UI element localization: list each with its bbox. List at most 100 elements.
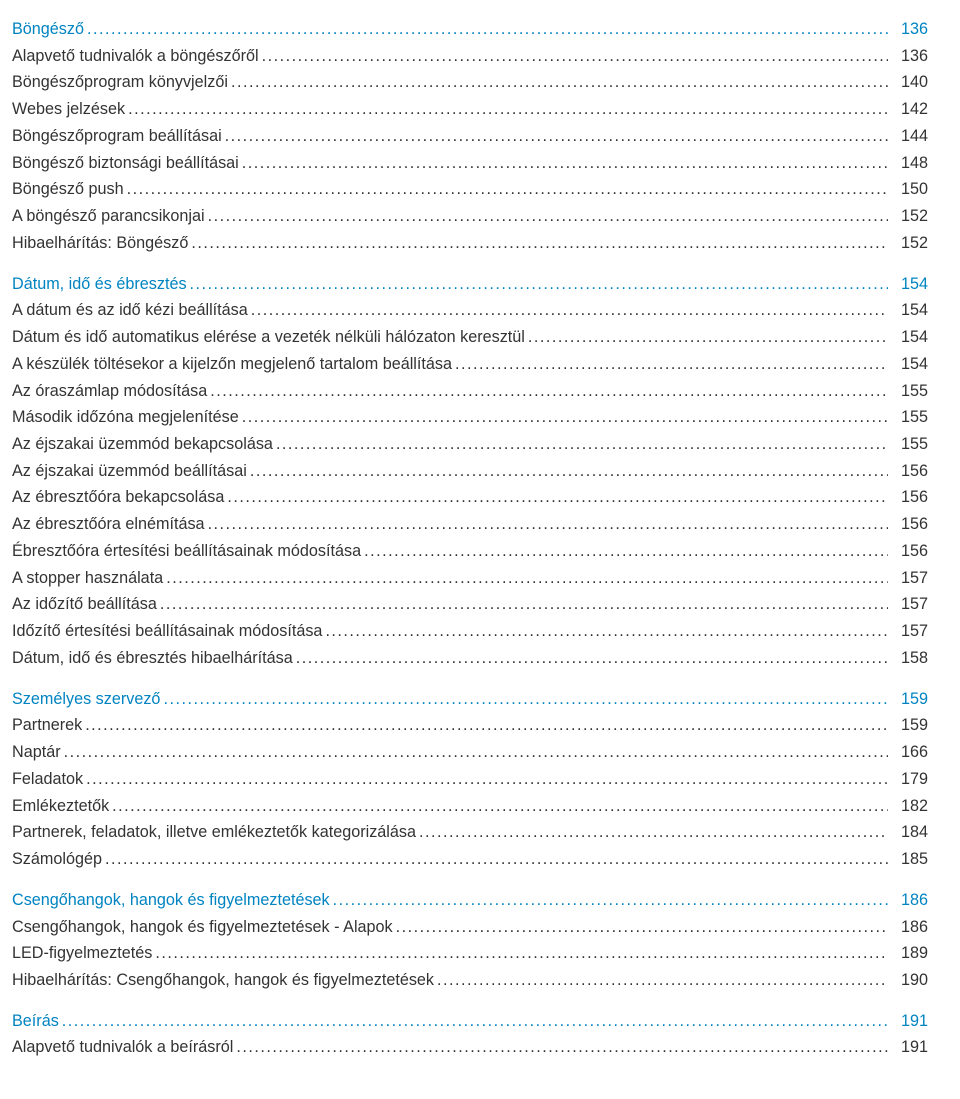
toc-heading-title: Beírás	[12, 1008, 59, 1035]
toc-entry-row[interactable]: Feladatok...............................…	[12, 766, 928, 793]
toc-entry-title: Naptár	[12, 739, 61, 766]
toc-entry-title: Partnerek	[12, 712, 82, 739]
toc-heading-row[interactable]: Dátum, idő és ébresztés.................…	[12, 271, 928, 298]
toc-entry-page: 136	[888, 43, 928, 70]
toc-entry-row[interactable]: Csengőhangok, hangok és figyelmeztetések…	[12, 914, 928, 941]
toc-heading-title: Dátum, idő és ébresztés	[12, 271, 187, 298]
toc-leader-dots: ........................................…	[124, 176, 888, 203]
toc-entry-title: LED-figyelmeztetés	[12, 940, 152, 967]
toc-entry-row[interactable]: Az óraszámlap módosítása................…	[12, 378, 928, 405]
toc-entry-row[interactable]: Hibaelhárítás: Csengőhangok, hangok és f…	[12, 967, 928, 994]
toc-entry-row[interactable]: Böngésző biztonsági beállításai.........…	[12, 150, 928, 177]
toc-heading-row[interactable]: Beírás..................................…	[12, 1008, 928, 1035]
toc-heading-page: 186	[888, 887, 928, 914]
toc-entry-page: 152	[888, 230, 928, 257]
toc-leader-dots: ........................................…	[224, 484, 888, 511]
toc-entry-row[interactable]: Alapvető tudnivalók a böngészőről.......…	[12, 43, 928, 70]
toc-leader-dots: ........................................…	[205, 203, 888, 230]
toc-entry-row[interactable]: LED-figyelmeztetés......................…	[12, 940, 928, 967]
toc-entry-page: 148	[888, 150, 928, 177]
toc-entry-title: Böngészőprogram könyvjelzői	[12, 69, 228, 96]
toc-leader-dots: ........................................…	[525, 324, 888, 351]
toc-entry-title: Dátum és idő automatikus elérése a vezet…	[12, 324, 525, 351]
toc-entry-row[interactable]: Második időzóna megjelenítése...........…	[12, 404, 928, 431]
toc-entry-row[interactable]: Az éjszakai üzemmód bekapcsolása........…	[12, 431, 928, 458]
toc-entry-row[interactable]: Alapvető tudnivalók a beírásról.........…	[12, 1034, 928, 1061]
toc-entry-page: 157	[888, 565, 928, 592]
toc-entry-title: Alapvető tudnivalók a böngészőről	[12, 43, 259, 70]
toc-leader-dots: ........................................…	[157, 591, 888, 618]
toc-entry-page: 190	[888, 967, 928, 994]
toc-leader-dots: ........................................…	[228, 69, 888, 96]
toc-entry-row[interactable]: Időzítő értesítési beállításainak módosí…	[12, 618, 928, 645]
toc-entry-title: Alapvető tudnivalók a beírásról	[12, 1034, 233, 1061]
toc-entry-row[interactable]: Hibaelhárítás: Böngésző.................…	[12, 230, 928, 257]
toc-entry-page: 155	[888, 404, 928, 431]
toc-entry-row[interactable]: Partnerek, feladatok, illetve emlékeztet…	[12, 819, 928, 846]
toc-heading-row[interactable]: Böngésző................................…	[12, 16, 928, 43]
toc-leader-dots: ........................................…	[205, 511, 888, 538]
toc-leader-dots: ........................................…	[248, 297, 888, 324]
toc-entry-title: Böngésző biztonsági beállításai	[12, 150, 239, 177]
toc-entry-page: 182	[888, 793, 928, 820]
toc-page: Böngésző................................…	[0, 0, 960, 1099]
toc-entry-page: 154	[888, 324, 928, 351]
toc-entry-row[interactable]: Böngészőprogram beállításai.............…	[12, 123, 928, 150]
toc-entry-row[interactable]: A készülék töltésekor a kijelzőn megjele…	[12, 351, 928, 378]
toc-entry-row[interactable]: Böngészőprogram könyvjelzői.............…	[12, 69, 928, 96]
toc-entry-title: Második időzóna megjelenítése	[12, 404, 239, 431]
toc-entry-row[interactable]: A stopper használata....................…	[12, 565, 928, 592]
toc-entry-row[interactable]: Ébresztőóra értesítési beállításainak mó…	[12, 538, 928, 565]
toc-leader-dots: ........................................…	[247, 458, 888, 485]
toc-section: Csengőhangok, hangok és figyelmeztetések…	[12, 887, 928, 994]
toc-entry-title: Ébresztőóra értesítési beállításainak mó…	[12, 538, 361, 565]
toc-entry-title: Az éjszakai üzemmód bekapcsolása	[12, 431, 273, 458]
toc-leader-dots: ........................................…	[187, 271, 888, 298]
toc-entry-page: 156	[888, 511, 928, 538]
toc-entry-row[interactable]: Dátum és idő automatikus elérése a vezet…	[12, 324, 928, 351]
toc-leader-dots: ........................................…	[452, 351, 888, 378]
toc-section: Dátum, idő és ébresztés.................…	[12, 271, 928, 672]
toc-entry-row[interactable]: Webes jelzések..........................…	[12, 96, 928, 123]
toc-leader-dots: ........................................…	[273, 431, 888, 458]
toc-heading-row[interactable]: Csengőhangok, hangok és figyelmeztetések…	[12, 887, 928, 914]
toc-entry-title: Böngésző push	[12, 176, 124, 203]
toc-section: Beírás..................................…	[12, 1008, 928, 1061]
toc-entry-row[interactable]: Az éjszakai üzemmód beállításai.........…	[12, 458, 928, 485]
toc-entry-row[interactable]: Naptár..................................…	[12, 739, 928, 766]
toc-heading-page: 136	[888, 16, 928, 43]
toc-entry-page: 155	[888, 431, 928, 458]
toc-leader-dots: ........................................…	[160, 686, 888, 713]
toc-entry-title: Az ébresztőóra elnémítása	[12, 511, 205, 538]
toc-leader-dots: ........................................…	[83, 766, 888, 793]
toc-entry-page: 186	[888, 914, 928, 941]
toc-entry-row[interactable]: Böngésző push...........................…	[12, 176, 928, 203]
toc-entry-page: 158	[888, 645, 928, 672]
toc-entry-title: Feladatok	[12, 766, 83, 793]
toc-entry-title: Webes jelzések	[12, 96, 125, 123]
toc-entry-row[interactable]: Az időzítő beállítása...................…	[12, 591, 928, 618]
toc-entry-row[interactable]: A dátum és az idő kézi beállítása.......…	[12, 297, 928, 324]
toc-leader-dots: ........................................…	[152, 940, 888, 967]
toc-leader-dots: ........................................…	[222, 123, 888, 150]
toc-entry-page: 152	[888, 203, 928, 230]
toc-leader-dots: ........................................…	[207, 378, 888, 405]
toc-entry-title: A készülék töltésekor a kijelzőn megjele…	[12, 351, 452, 378]
toc-entry-title: Az ébresztőóra bekapcsolása	[12, 484, 224, 511]
toc-entry-row[interactable]: Számológép..............................…	[12, 846, 928, 873]
toc-entry-row[interactable]: A böngésző parancsikonjai...............…	[12, 203, 928, 230]
toc-leader-dots: ........................................…	[84, 16, 888, 43]
toc-section: Személyes szervező......................…	[12, 686, 928, 873]
toc-leader-dots: ........................................…	[188, 230, 888, 257]
toc-leader-dots: ........................................…	[61, 739, 888, 766]
toc-leader-dots: ........................................…	[434, 967, 888, 994]
toc-entry-row[interactable]: Dátum, idő és ébresztés hibaelhárítása..…	[12, 645, 928, 672]
toc-entry-page: 157	[888, 618, 928, 645]
toc-entry-row[interactable]: Emlékeztetők............................…	[12, 793, 928, 820]
toc-entry-title: Számológép	[12, 846, 102, 873]
toc-entry-title: A dátum és az idő kézi beállítása	[12, 297, 248, 324]
toc-entry-row[interactable]: Partnerek...............................…	[12, 712, 928, 739]
toc-entry-row[interactable]: Az ébresztőóra bekapcsolása.............…	[12, 484, 928, 511]
toc-entry-row[interactable]: Az ébresztőóra elnémítása...............…	[12, 511, 928, 538]
toc-heading-row[interactable]: Személyes szervező......................…	[12, 686, 928, 713]
